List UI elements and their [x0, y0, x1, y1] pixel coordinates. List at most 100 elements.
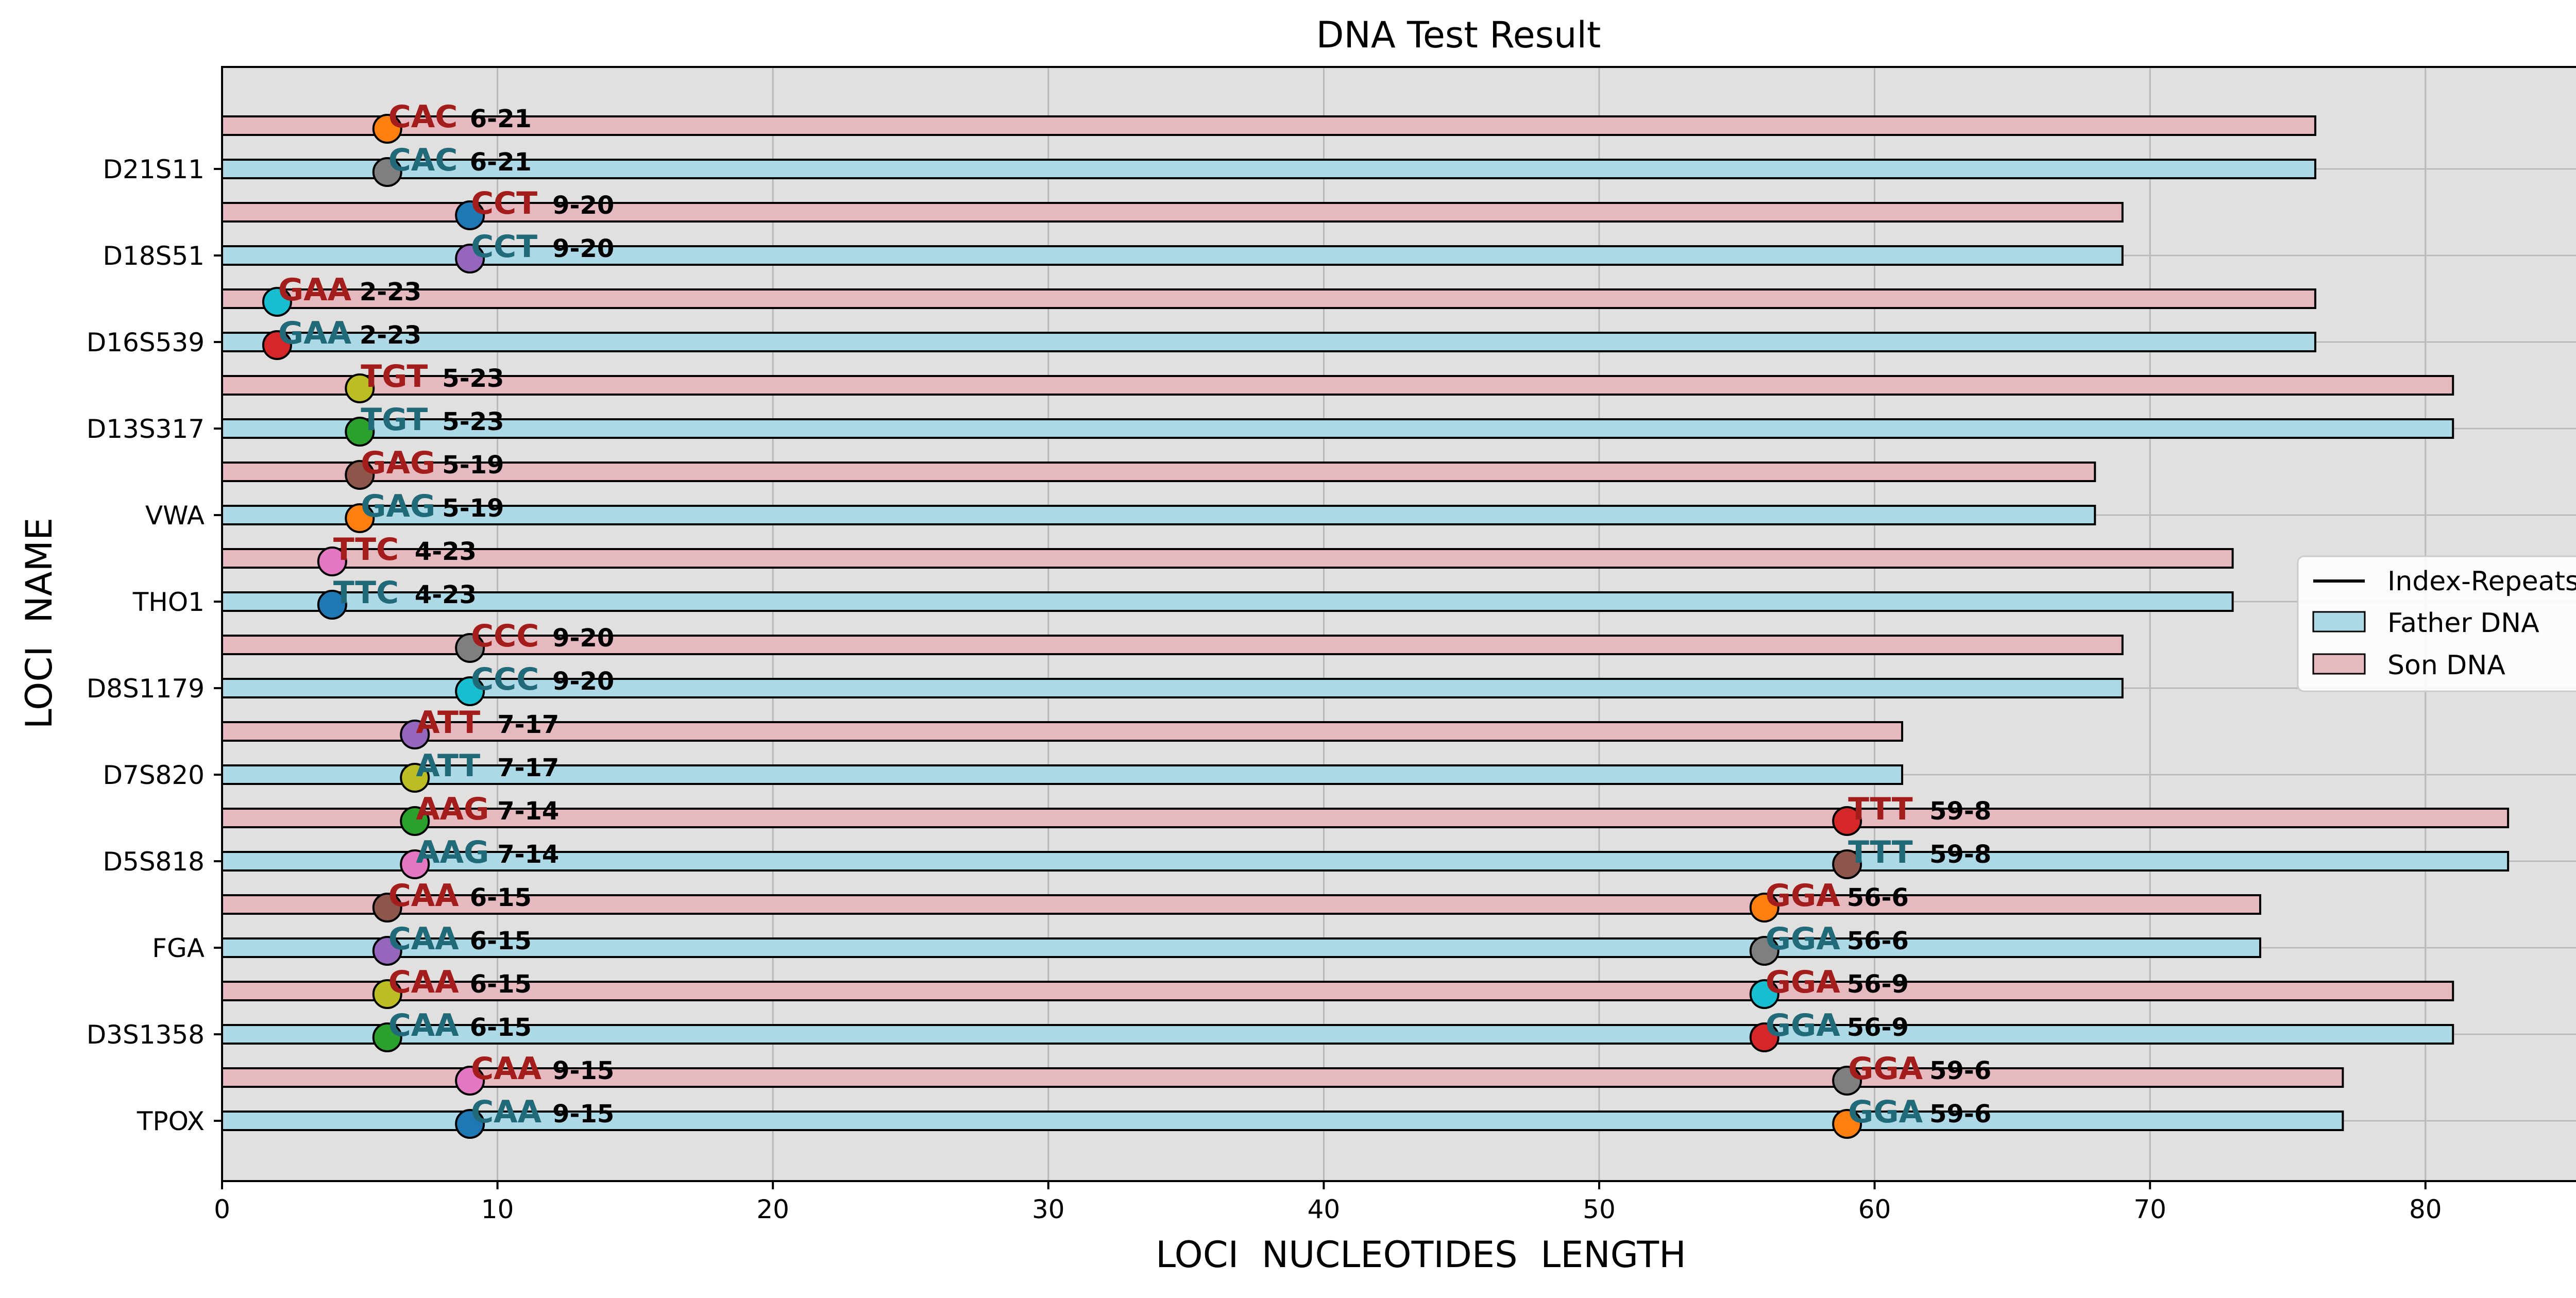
y-tick-label-d18s51: D18S51: [103, 241, 205, 271]
father-index-repeat-label: 4-23: [415, 580, 477, 609]
x-tick-label: 20: [756, 1194, 789, 1224]
father-bar-d5s818: [221, 851, 2510, 872]
x-tick-label: 10: [481, 1194, 514, 1224]
y-axis-label: LOCI NAME: [18, 518, 60, 729]
father-motif-label: GGA: [1766, 921, 1840, 957]
x-tick-label: 0: [214, 1194, 230, 1224]
father-index-repeat-label: 9-20: [552, 234, 614, 263]
father-motif-label: AAG: [416, 834, 489, 870]
y-tick-label-d8s1179: D8S1179: [87, 674, 205, 704]
father-bar-d8s1179: [221, 678, 2124, 698]
father-marker-dot: [345, 417, 375, 447]
son-index-repeat-label: 59-6: [1929, 1056, 1991, 1085]
son-bar-d8s1179: [221, 635, 2124, 655]
father-motif-label: CAA: [388, 1007, 459, 1044]
father-bar-tpox: [221, 1111, 2344, 1131]
son-marker-dot: [317, 546, 347, 576]
son-motif-label: CCC: [471, 618, 539, 654]
son-index-repeat-label: 2-23: [360, 278, 421, 306]
son-index-repeat-label: 6-15: [470, 970, 532, 999]
y-tick-label-d13s317: D13S317: [87, 414, 205, 444]
father-bar-tho1: [221, 591, 2234, 612]
father-marker-dot: [455, 244, 485, 274]
father-index-repeat-label: 56-9: [1847, 1013, 1909, 1042]
son-bar-fga: [221, 894, 2262, 915]
father-motif-label: TGT: [361, 402, 428, 438]
y-tick-label-d5s818: D5S818: [103, 847, 205, 877]
son-motif-label: CAA: [471, 1051, 541, 1087]
son-index-repeat-label: 6-21: [470, 105, 532, 133]
father-bar-d18s51: [221, 245, 2124, 266]
father-marker-dot: [455, 676, 485, 706]
son-index-repeat-label: 56-9: [1847, 970, 1909, 999]
chart-title: DNA Test Result: [1316, 14, 1601, 56]
father-index-repeat-label: 6-15: [470, 927, 532, 955]
son-marker-dot: [345, 460, 375, 490]
son-bar-d3s1358: [221, 981, 2454, 1001]
son-bar-tpox: [221, 1067, 2344, 1088]
father-index-repeat-label: 7-14: [497, 840, 559, 869]
father-motif-label: CAA: [471, 1094, 541, 1130]
x-tick-label: 70: [2133, 1194, 2166, 1224]
son-bar-d18s51: [221, 202, 2124, 223]
son-index-repeat-label: 9-20: [552, 191, 614, 220]
x-tick-label: 80: [2409, 1194, 2442, 1224]
legend-father-swatch: [2312, 611, 2366, 633]
father-marker-dot: [1832, 849, 1862, 879]
father-motif-label: GGA: [1766, 1007, 1840, 1044]
father-marker-dot: [1749, 936, 1780, 966]
father-index-repeat-label: 56-6: [1847, 927, 1909, 955]
son-index-repeat-label: 59-8: [1929, 797, 1991, 826]
father-marker-dot: [1832, 1109, 1862, 1139]
father-index-repeat-label: 9-20: [552, 667, 614, 696]
son-index-repeat-label: 9-15: [552, 1056, 614, 1085]
father-motif-label: ATT: [416, 748, 480, 784]
father-motif-label: CCC: [471, 661, 539, 697]
son-marker-dot: [1749, 979, 1780, 1009]
son-marker-dot: [1832, 1066, 1862, 1096]
son-motif-label: CCT: [471, 185, 537, 221]
son-bar-d13s317: [221, 375, 2454, 396]
son-bar-d16s539: [221, 288, 2316, 309]
son-motif-label: TTC: [333, 532, 399, 568]
y-tick-label-tpox: TPOX: [137, 1106, 205, 1136]
father-bar-d3s1358: [221, 1024, 2454, 1045]
son-index-repeat-label: 7-17: [497, 710, 559, 739]
legend-index-repeats-label: Index-Repeats: [2387, 566, 2576, 597]
father-marker-dot: [455, 1109, 485, 1139]
father-bar-vwa: [221, 505, 2096, 525]
plot-frame: [221, 66, 2576, 1182]
father-index-repeat-label: 2-23: [360, 321, 421, 350]
father-bar-d16s539: [221, 332, 2316, 352]
son-motif-label: CAC: [388, 99, 458, 135]
legend-box: [2297, 555, 2576, 692]
son-marker-dot: [400, 806, 430, 836]
father-index-repeat-label: 6-21: [470, 148, 532, 177]
father-marker-dot: [372, 1022, 402, 1052]
father-motif-label: TTT: [1848, 834, 1913, 870]
father-motif-label: CAA: [388, 921, 459, 957]
father-index-repeat-label: 5-19: [442, 494, 504, 523]
y-tick-label-d3s1358: D3S1358: [87, 1020, 205, 1050]
son-motif-label: ATT: [416, 705, 480, 741]
y-tick-label-d7s820: D7S820: [103, 760, 205, 790]
father-index-repeat-label: 7-17: [497, 754, 559, 782]
son-motif-label: GGA: [1848, 1051, 1923, 1087]
son-motif-label: GGA: [1766, 878, 1840, 914]
son-index-repeat-label: 5-23: [442, 364, 504, 393]
father-index-repeat-label: 9-15: [552, 1100, 614, 1129]
x-tick-label: 50: [1583, 1194, 1616, 1224]
father-index-repeat-label: 59-6: [1929, 1100, 1991, 1129]
son-index-repeat-label: 5-19: [442, 451, 504, 480]
bars-layer: [221, 115, 2510, 1131]
legend-father-label: Father DNA: [2387, 608, 2539, 639]
father-bar-d13s317: [221, 418, 2454, 439]
father-motif-label: TTC: [333, 575, 399, 611]
father-marker-dot: [372, 157, 402, 187]
son-index-repeat-label: 7-14: [497, 797, 559, 826]
son-motif-label: CAA: [388, 878, 459, 914]
father-marker-dot: [262, 330, 292, 360]
son-marker-dot: [372, 893, 402, 923]
